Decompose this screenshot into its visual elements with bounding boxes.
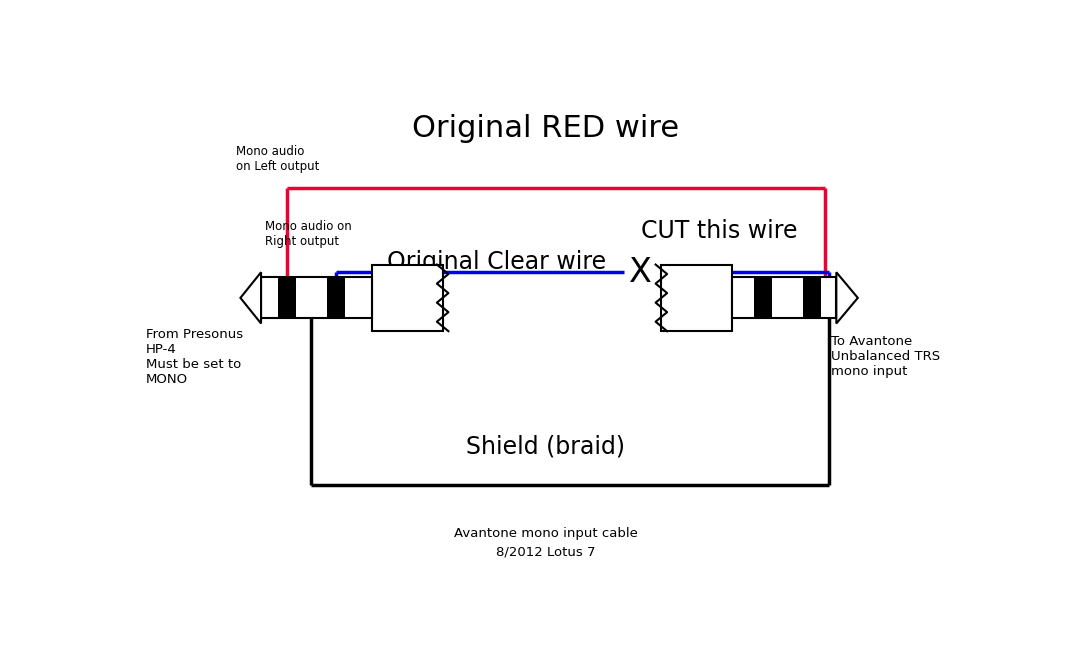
Text: Mono audio
on Left output: Mono audio on Left output xyxy=(236,145,320,173)
Text: To Avantone
Unbalanced TRS
mono input: To Avantone Unbalanced TRS mono input xyxy=(831,336,939,378)
Text: Avantone mono input cable: Avantone mono input cable xyxy=(454,527,638,540)
Text: From Presonus
HP-4
Must be set to
MONO: From Presonus HP-4 Must be set to MONO xyxy=(146,328,243,386)
Polygon shape xyxy=(836,272,857,324)
Text: Mono audio on
Right output: Mono audio on Right output xyxy=(265,220,351,248)
FancyBboxPatch shape xyxy=(754,277,772,318)
Text: Original RED wire: Original RED wire xyxy=(412,114,679,143)
Text: CUT this wire: CUT this wire xyxy=(641,219,798,243)
FancyBboxPatch shape xyxy=(373,264,443,331)
FancyBboxPatch shape xyxy=(661,264,732,331)
FancyBboxPatch shape xyxy=(261,277,373,318)
Polygon shape xyxy=(241,272,261,324)
FancyBboxPatch shape xyxy=(327,277,345,318)
Text: Original Clear wire: Original Clear wire xyxy=(387,250,606,274)
FancyBboxPatch shape xyxy=(278,277,296,318)
Text: Shield (braid): Shield (braid) xyxy=(466,435,625,459)
FancyBboxPatch shape xyxy=(732,277,836,318)
FancyBboxPatch shape xyxy=(803,277,821,318)
Text: 8/2012 Lotus 7: 8/2012 Lotus 7 xyxy=(496,545,595,558)
Text: X: X xyxy=(629,256,652,289)
